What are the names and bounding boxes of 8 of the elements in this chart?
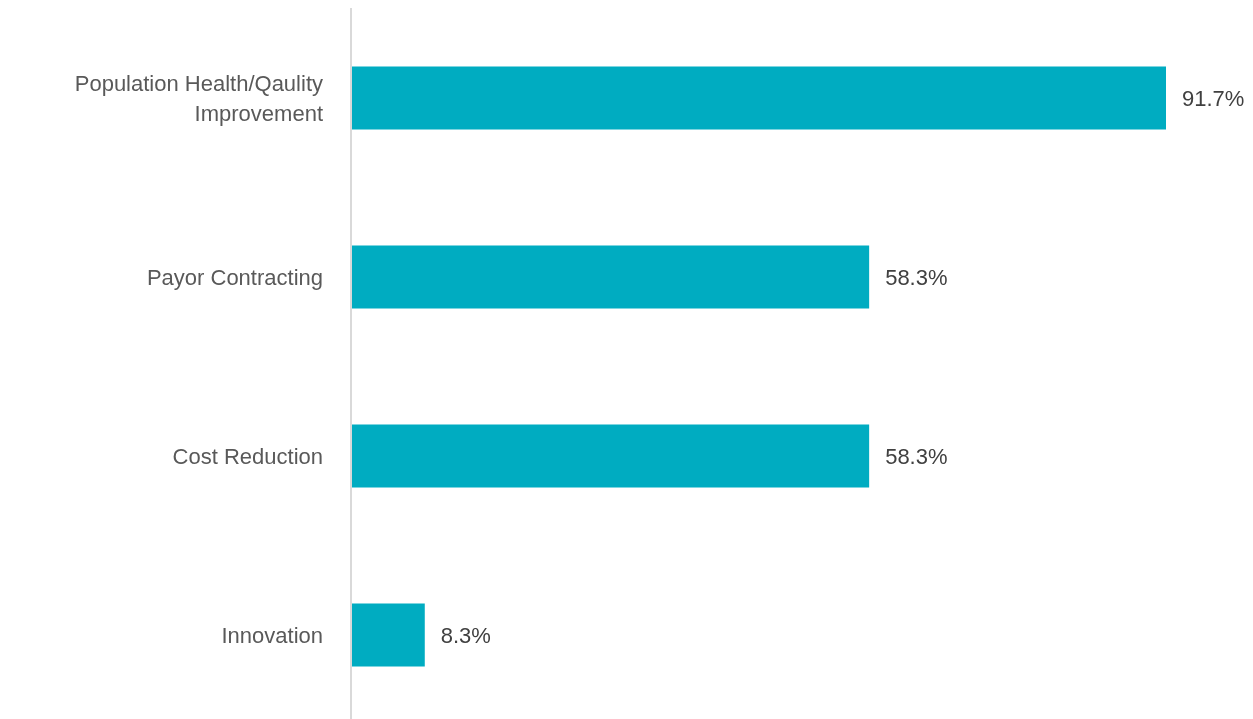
y-tick-label: Cost Reduction (172, 443, 323, 469)
y-tick-label: Payor Contracting (146, 264, 323, 290)
y-tick-label: Innovation (221, 622, 323, 648)
data-label: 91.7% (1182, 85, 1245, 111)
data-label: 58.3% (885, 443, 948, 469)
data-label: 58.3% (885, 264, 948, 290)
data-label: 8.3% (440, 622, 491, 648)
y-tick-label: Population Health/Qaulity Improvement (74, 70, 323, 126)
